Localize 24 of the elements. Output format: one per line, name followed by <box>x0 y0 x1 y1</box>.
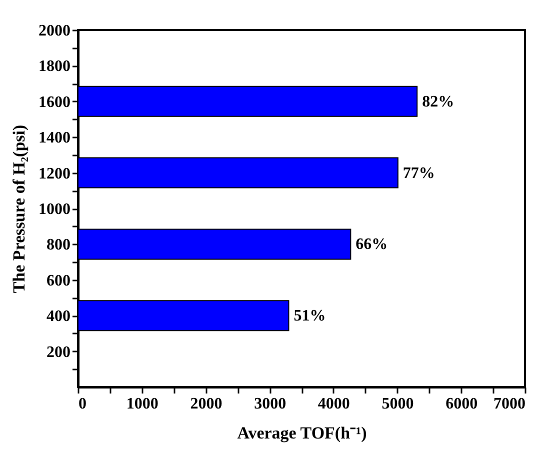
annotation: 51% <box>294 308 326 325</box>
x-tick-label: 2000 <box>190 396 222 412</box>
y-tick-label: 400 <box>46 308 70 326</box>
y-tick-label: 1200 <box>38 165 70 182</box>
x-tick-label: 6000 <box>446 396 478 412</box>
x-tick-label: 0 <box>78 396 86 412</box>
annotation: 77% <box>402 164 435 182</box>
annotation: 66% <box>356 236 388 254</box>
annotation: 82% <box>422 93 454 110</box>
y-axis-title: The Pressure of H₂(psi) <box>10 124 28 294</box>
y-tick-label: 800 <box>46 236 70 254</box>
x-tick-label: 5000 <box>382 396 414 412</box>
y-tick-label: 200 <box>46 344 70 361</box>
x-tick-label: 1000 <box>126 396 158 412</box>
x-tick-label: 3000 <box>254 396 286 412</box>
y-tick-label: 1000 <box>38 201 70 218</box>
y-tick-label: 1400 <box>38 130 70 147</box>
x-tick-label: 7000 <box>494 396 526 412</box>
y-tick-label: 2000 <box>38 22 70 40</box>
y-tick-label: 600 <box>46 272 70 290</box>
y-tick-label: 1800 <box>38 58 70 76</box>
x-tick-label: 4000 <box>318 396 350 412</box>
x-axis-title: Average TOF(h⁻¹) <box>237 424 367 442</box>
y-tick-label: 1600 <box>38 94 70 111</box>
